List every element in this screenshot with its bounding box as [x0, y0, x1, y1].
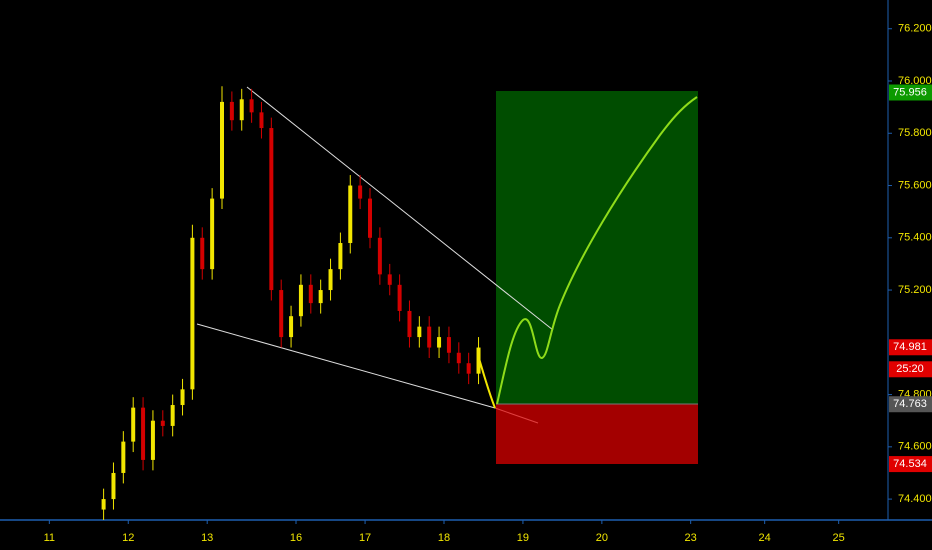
- countdown-label: 25:20: [896, 363, 924, 375]
- y-tick-label: 75.800: [898, 127, 932, 139]
- candle-body: [437, 337, 442, 348]
- loss-zone: [496, 404, 698, 464]
- candle-body: [387, 274, 392, 285]
- candle-body: [101, 499, 106, 510]
- candle-body: [348, 185, 353, 244]
- price-tag-label: 74.534: [893, 458, 927, 470]
- candle-body: [180, 389, 185, 406]
- candle-body: [141, 407, 146, 460]
- y-tick-label: 76.000: [898, 75, 932, 87]
- candle-body: [298, 284, 303, 317]
- candle-body: [131, 407, 136, 442]
- candle-body: [397, 284, 402, 311]
- x-tick-label: 24: [759, 532, 771, 544]
- trend-line-extension: [494, 407, 539, 424]
- trend-line-upper: [246, 86, 554, 331]
- candle-body: [160, 420, 165, 426]
- profit-zone: [496, 91, 698, 404]
- x-tick-label: 18: [438, 532, 450, 544]
- price-tag-label: 74.981: [893, 341, 927, 353]
- countdown-tag: [889, 361, 932, 378]
- candle-body: [220, 101, 224, 199]
- x-tick-label: 13: [201, 532, 213, 544]
- trend-line-lower: [196, 323, 496, 409]
- x-tick-label: 23: [685, 532, 697, 544]
- candle-body: [269, 128, 274, 291]
- price-tag-label: 74.763: [893, 398, 927, 410]
- x-tick-label: 19: [517, 532, 529, 544]
- x-tick-label: 20: [596, 532, 608, 544]
- y-tick-label: 75.200: [898, 284, 932, 296]
- y-tick-label: 76.200: [898, 23, 932, 35]
- y-tick-label: 74.400: [898, 493, 932, 505]
- candle-body: [249, 99, 254, 113]
- candle-body: [446, 337, 451, 353]
- candle-body: [150, 420, 155, 460]
- candle-body: [111, 472, 116, 500]
- candle-body: [456, 352, 461, 364]
- plot: [196, 86, 698, 464]
- candle-body: [328, 269, 333, 291]
- candle-body: [377, 237, 382, 275]
- candle-body: [259, 112, 264, 129]
- candle-body: [407, 310, 412, 338]
- candle-body: [289, 316, 294, 338]
- x-tick-label: 17: [359, 532, 371, 544]
- price-tag-label: 75.956: [893, 86, 927, 98]
- y-tick-label: 74.600: [898, 441, 932, 453]
- candle-body: [170, 405, 175, 426]
- candle-body: [229, 101, 234, 121]
- candle-body: [200, 237, 205, 270]
- x-tick-label: 12: [122, 532, 134, 544]
- candle-body: [338, 243, 343, 270]
- candle-body: [279, 290, 284, 338]
- candle-body: [121, 441, 126, 473]
- price-tag: [889, 396, 932, 413]
- candle-body: [466, 363, 471, 374]
- candle-body: [358, 185, 363, 199]
- candle-body: [190, 237, 195, 390]
- x-tick-label: 16: [290, 532, 302, 544]
- price-tag: [889, 456, 932, 473]
- y-tick-label: 75.400: [898, 232, 932, 244]
- candle-body: [308, 284, 313, 304]
- candle-body: [210, 198, 215, 270]
- x-tick-label: 25: [833, 532, 845, 544]
- forecast-path: [496, 96, 698, 405]
- candle-body: [427, 326, 432, 348]
- candle-body: [318, 290, 323, 304]
- candle-body: [417, 326, 422, 338]
- price-tag: [889, 84, 932, 101]
- candle-body: [239, 99, 244, 121]
- candle-body: [368, 198, 372, 238]
- x-tick-label: 11: [44, 532, 55, 544]
- candle-body: [476, 347, 481, 374]
- price-tag: [889, 339, 932, 356]
- y-tick-label: 75.600: [898, 179, 932, 191]
